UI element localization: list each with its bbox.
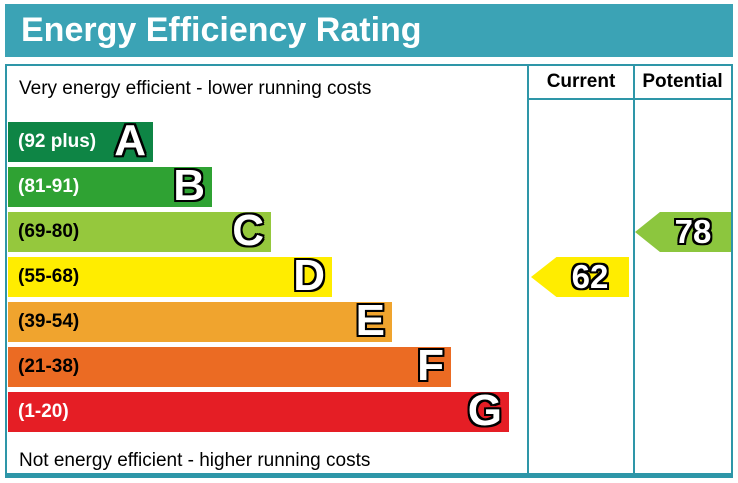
band-e-letter: E: [355, 296, 385, 346]
band-g-range-label: (1-20): [18, 401, 69, 422]
band-b-range-label: (81-91): [18, 176, 80, 197]
top-note: Very energy efficient - lower running co…: [19, 78, 372, 99]
chart-title-bar: Energy Efficiency Rating: [5, 4, 733, 57]
current-column-header: Current: [546, 71, 616, 92]
band-d-range-label: (55-68): [18, 266, 80, 287]
band-f-letter: F: [417, 341, 444, 391]
band-c-letter: C: [232, 206, 264, 256]
potential-column-header: Potential: [642, 71, 723, 92]
current-column-left-divider: [527, 66, 529, 473]
chart-area: Current Potential Very energy efficient …: [5, 64, 733, 478]
potential-column-left-divider: [633, 66, 635, 473]
band-e: (39-54) E: [8, 296, 392, 346]
band-d-letter: D: [293, 251, 325, 301]
band-d: (55-68) D: [8, 251, 332, 301]
band-c-range-label: (69-80): [18, 221, 80, 242]
band-b: (81-91) B: [8, 161, 212, 211]
band-c: (69-80) C: [8, 206, 271, 256]
potential-rating-value: 78: [674, 213, 712, 250]
current-rating-value: 62: [571, 258, 609, 295]
column-header-underline: [527, 98, 731, 100]
current-rating-arrow: 62: [531, 257, 629, 297]
band-f-range-label: (21-38): [18, 356, 80, 377]
band-g: (1-20) G: [8, 386, 509, 436]
band-a-range-label: (92 plus): [18, 131, 97, 152]
band-b-letter: B: [173, 161, 205, 211]
band-f: (21-38) F: [8, 341, 451, 391]
chart-title: Energy Efficiency Rating: [21, 11, 422, 49]
potential-rating-arrow: 78: [635, 212, 731, 252]
band-a-letter: A: [114, 116, 146, 166]
band-g-letter: G: [467, 386, 502, 436]
bottom-note: Not energy efficient - higher running co…: [19, 450, 371, 471]
band-e-range-label: (39-54): [18, 311, 80, 332]
band-a: (92 plus) A: [8, 116, 153, 166]
